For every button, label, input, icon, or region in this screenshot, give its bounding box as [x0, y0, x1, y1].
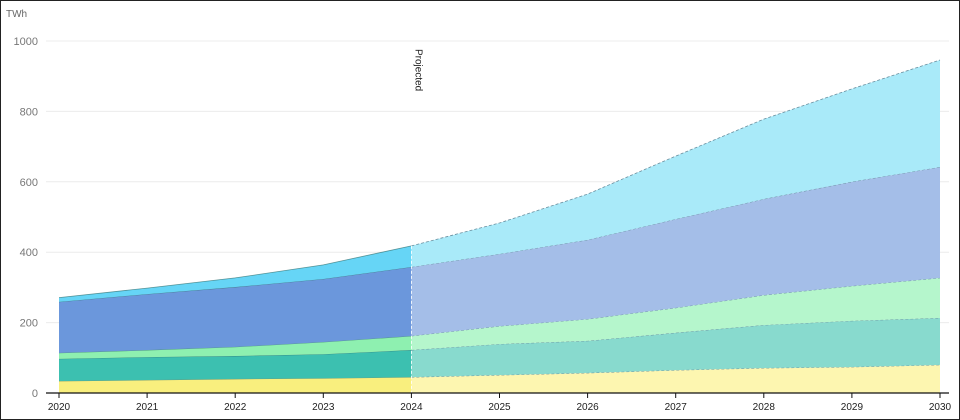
y-tick-label: 600 [20, 177, 38, 189]
y-axis-unit-label: TWh [6, 9, 27, 20]
x-tick-label: 2027 [665, 402, 688, 413]
area-series-1-historical [59, 377, 412, 393]
series-5-edge [58, 245, 412, 299]
area-series-4-historical [59, 266, 412, 353]
x-tick-label: 2028 [753, 402, 776, 413]
y-tick-label: 800 [20, 106, 38, 118]
area-series-2-historical [59, 350, 412, 382]
area-series-4-projected [411, 167, 940, 336]
x-tick-label: 2023 [312, 402, 335, 413]
area-series-3-historical [59, 335, 412, 359]
x-tick-label: 2024 [400, 402, 423, 413]
y-tick-label: 0 [32, 388, 38, 400]
projected-annotation: Projected [412, 49, 423, 91]
area-series-3-projected [411, 277, 940, 351]
area-series-1-projected [411, 364, 940, 393]
x-tick-label: 2022 [224, 402, 247, 413]
x-tick-label: 2021 [136, 402, 159, 413]
x-tick-label: 2030 [929, 402, 952, 413]
x-tick-label: 2025 [488, 402, 511, 413]
area-series-2-projected [411, 318, 940, 378]
axes: 0 200 400 600 800 1000 2020 2021 2022 2023 2024 202… [14, 36, 952, 413]
x-tick-label: 2029 [841, 402, 864, 413]
area-series [58, 59, 941, 393]
y-tick-label: 400 [20, 247, 38, 259]
area-series-5-projected [411, 60, 940, 267]
x-tick-label: 2026 [576, 402, 599, 413]
y-tick-label: 1000 [14, 36, 38, 48]
y-tick-label: 200 [20, 318, 38, 330]
area-series-5-historical [59, 245, 412, 302]
x-tick-label: 2020 [48, 402, 71, 413]
series-5-projected-edge [411, 59, 941, 247]
